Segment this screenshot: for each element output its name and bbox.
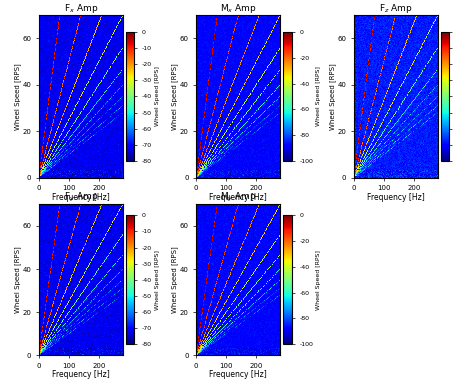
Y-axis label: Wheel Speed [RPS]: Wheel Speed [RPS] — [171, 246, 178, 313]
Y-axis label: Wheel Speed [RPS]: Wheel Speed [RPS] — [315, 250, 320, 310]
Y-axis label: Wheel Speed [RPS]: Wheel Speed [RPS] — [315, 66, 320, 126]
X-axis label: Frequency [Hz]: Frequency [Hz] — [209, 370, 267, 379]
Title: F$_z$ Amp: F$_z$ Amp — [378, 2, 412, 15]
X-axis label: Frequency [Hz]: Frequency [Hz] — [366, 193, 424, 202]
Y-axis label: Wheel Speed [RPS]: Wheel Speed [RPS] — [154, 66, 159, 126]
Title: F$_y$ Amp: F$_y$ Amp — [64, 191, 98, 204]
X-axis label: Frequency [Hz]: Frequency [Hz] — [52, 193, 109, 202]
Y-axis label: Wheel Speed [RPS]: Wheel Speed [RPS] — [154, 250, 159, 310]
Title: F$_x$ Amp: F$_x$ Amp — [64, 2, 98, 15]
X-axis label: Frequency [Hz]: Frequency [Hz] — [209, 193, 267, 202]
Title: M$_y$ Amp: M$_y$ Amp — [219, 191, 256, 204]
Y-axis label: Wheel Speed [RPS]: Wheel Speed [RPS] — [171, 63, 178, 130]
Y-axis label: Wheel Speed [RPS]: Wheel Speed [RPS] — [14, 246, 20, 313]
Title: M$_x$ Amp: M$_x$ Amp — [219, 2, 256, 15]
X-axis label: Frequency [Hz]: Frequency [Hz] — [52, 370, 109, 379]
Y-axis label: Wheel Speed [RPS]: Wheel Speed [RPS] — [328, 63, 335, 130]
Y-axis label: Wheel Speed [RPS]: Wheel Speed [RPS] — [14, 63, 20, 130]
